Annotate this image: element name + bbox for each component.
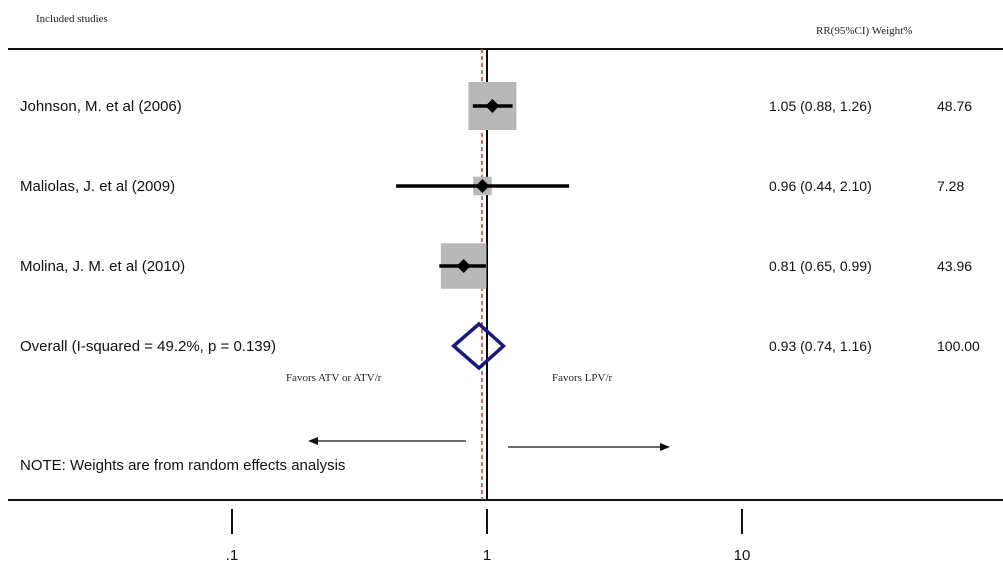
ci-text: 0.81 (0.65, 0.99) xyxy=(769,258,872,274)
header-rr-weight: RR(95%CI) Weight% xyxy=(816,25,912,37)
weight-text: 43.96 xyxy=(937,258,972,274)
weight-text: 48.76 xyxy=(937,98,972,114)
ci-text: 0.96 (0.44, 2.10) xyxy=(769,178,872,194)
x-tick-label: 10 xyxy=(734,547,751,564)
overall-weight-text: 100.00 xyxy=(937,338,980,354)
ci-text: 1.05 (0.88, 1.26) xyxy=(769,98,872,114)
study-label: Johnson, M. et al (2006) xyxy=(20,98,182,115)
favors-right-arrowhead xyxy=(660,443,670,451)
point-estimate-marker xyxy=(475,179,490,193)
footnote: NOTE: Weights are from random effects an… xyxy=(20,457,345,474)
weight-text: 7.28 xyxy=(937,178,964,194)
chart-marks: Johnson, M. et al (2006) 1.05 (0.88, 1.26… xyxy=(20,49,980,564)
overall-diamond xyxy=(450,321,507,371)
header-included-studies: Included studies xyxy=(36,13,108,25)
point-estimate-marker xyxy=(485,99,500,113)
x-tick-label: .1 xyxy=(226,547,239,564)
study-label: Maliolas, J. et al (2009) xyxy=(20,178,175,195)
x-tick-label: 1 xyxy=(483,547,491,564)
overall-ci-text: 0.93 (0.74, 1.16) xyxy=(769,338,872,354)
favors-left-arrowhead xyxy=(308,437,318,445)
favors-left-label: Favors ATV or ATV/r xyxy=(286,372,382,384)
favors-right-label: Favors LPV/r xyxy=(552,372,613,384)
study-label: Molina, J. M. et al (2010) xyxy=(20,258,185,275)
overall-label: Overall (I-squared = 49.2%, p = 0.139) xyxy=(20,338,276,355)
point-estimate-marker xyxy=(456,259,471,273)
